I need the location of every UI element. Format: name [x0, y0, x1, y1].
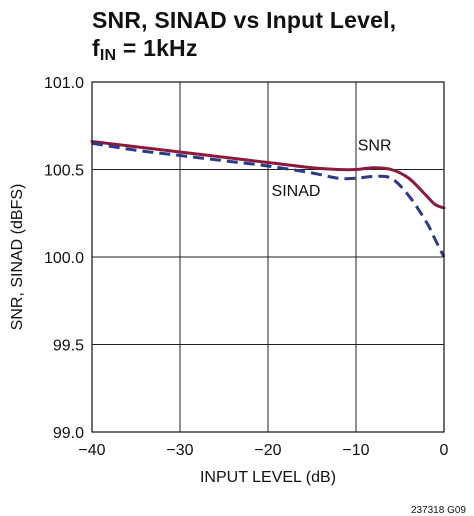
grid-layer	[92, 82, 444, 432]
plot-frame	[91, 81, 445, 433]
y-tick-label: 101.0	[44, 75, 84, 92]
x-tick-label: −30	[166, 442, 193, 459]
x-tick-label: −20	[254, 442, 281, 459]
x-tick-label: −10	[342, 442, 369, 459]
label-layer: −40 −30 −20 −10 0 99.0 99.5 100.0 100.5 101.0 SNR S…	[44, 75, 449, 459]
title-suffix: = 1kHz	[116, 35, 198, 61]
title-subscript: IN	[99, 47, 117, 64]
chart-title-line1: SNR, SINAD vs Input Level,	[92, 7, 397, 33]
figure-code: 237318 G09	[411, 505, 466, 516]
x-axis-label: INPUT LEVEL (dB)	[200, 469, 336, 486]
chart-title-line2: fIN = 1kHz	[92, 35, 198, 64]
series-line-sinad	[91, 141, 446, 258]
y-tick-label: 100.0	[44, 250, 84, 267]
x-tick-label: 0	[440, 442, 449, 459]
x-tick-label: −40	[78, 442, 105, 459]
y-axis-label: SNR, SINAD (dBFS)	[9, 184, 26, 331]
y-tick-label: 99.0	[53, 425, 84, 442]
series-label-sinad: SINAD	[272, 183, 321, 200]
chart-title: SNR, SINAD vs Input Level, fIN = 1kHz	[92, 6, 396, 70]
y-tick-label: 99.5	[53, 338, 84, 355]
series-layer	[90, 140, 446, 258]
series-line-snr	[90, 140, 446, 210]
y-tick-label: 100.5	[44, 163, 84, 180]
series-label-snr: SNR	[358, 137, 392, 154]
title-f: f	[92, 35, 100, 61]
